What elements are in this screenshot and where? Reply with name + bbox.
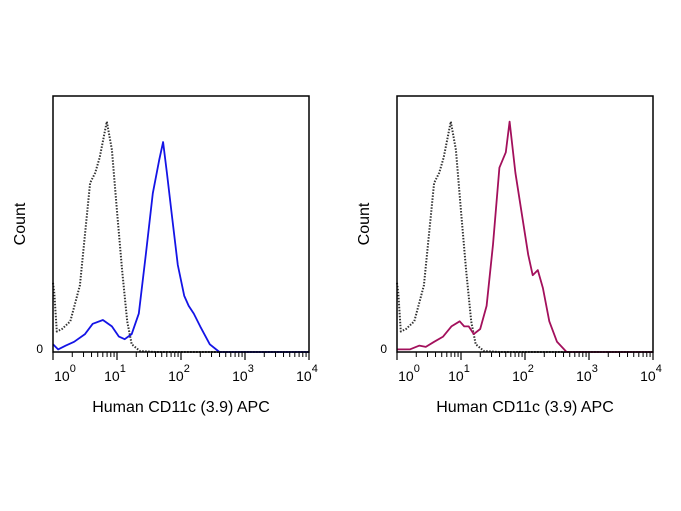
x-tick-label: 103 [232,363,254,384]
x-tick-label: 104 [296,363,318,384]
plot-frame [52,95,310,353]
x-axis-label: Human CD11c (3.9) APC [436,399,614,416]
x-tick-label: 100 [54,363,76,384]
plot-frame [396,95,654,353]
x-tick-exponent: 2 [528,363,534,375]
x-tick-exponent: 2 [184,363,190,375]
x-tick-exponent: 1 [120,363,126,375]
y-tick-label: 0 [380,342,387,356]
x-tick-label: 103 [576,363,598,384]
x-tick-label: 101 [104,363,126,384]
x-tick-label: 101 [448,363,470,384]
y-axis-label: Count [12,202,29,245]
x-tick-label: 104 [640,363,662,384]
x-tick-exponent: 0 [414,363,420,375]
x-tick-exponent: 4 [312,363,318,375]
x-tick-label: 100 [398,363,420,384]
isotype-control-line [52,120,309,353]
x-tick-exponent: 3 [592,363,598,375]
x-tick-label: 102 [168,363,190,384]
stained-histogram-line [397,120,653,353]
stained-histogram-line [52,141,309,353]
x-tick-exponent: 0 [70,363,76,375]
x-tick-exponent: 4 [656,363,662,375]
x-tick-exponent: 1 [464,363,470,375]
x-tick-label: 102 [512,363,534,384]
y-tick-label: 0 [36,342,43,356]
isotype-control-line [396,120,653,353]
y-axis-label: Count [356,202,373,245]
x-tick-exponent: 3 [248,363,254,375]
x-axis-label: Human CD11c (3.9) APC [92,399,270,416]
